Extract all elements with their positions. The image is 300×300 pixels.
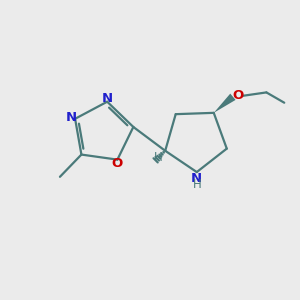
- Text: H: H: [192, 178, 201, 191]
- Text: N: N: [191, 172, 202, 185]
- Text: O: O: [112, 157, 123, 170]
- Polygon shape: [214, 94, 236, 113]
- Text: O: O: [232, 89, 244, 102]
- Text: H: H: [154, 151, 163, 164]
- Text: N: N: [102, 92, 113, 105]
- Text: N: N: [66, 111, 77, 124]
